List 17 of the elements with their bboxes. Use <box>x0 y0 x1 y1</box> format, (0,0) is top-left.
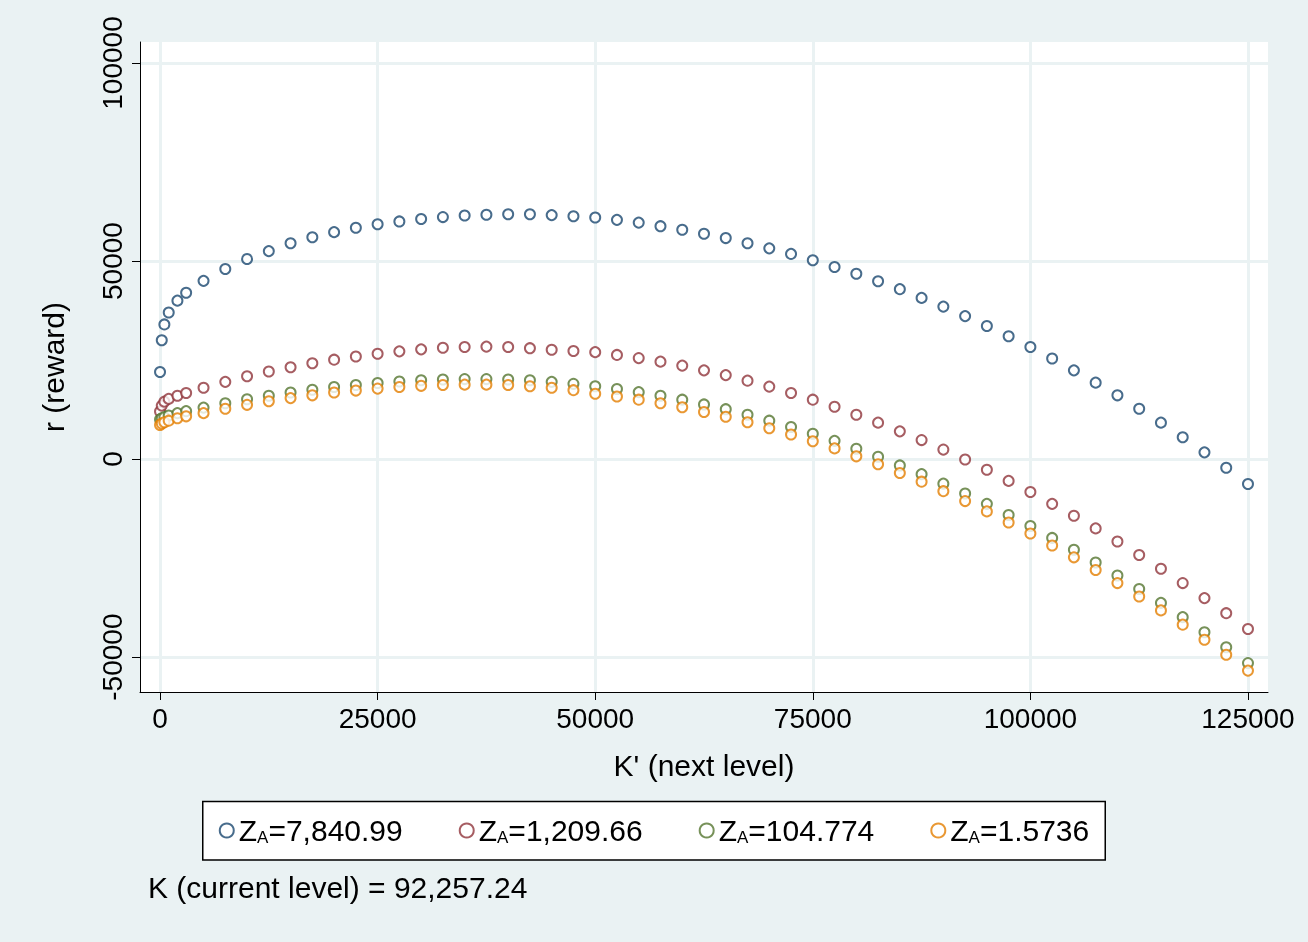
y-tick-label: 100000 <box>96 16 128 110</box>
text: K (current level) = 92,257.24 <box>148 870 528 904</box>
x-tick-label: 100000 <box>983 702 1078 734</box>
x-tick-label: 75000 <box>773 702 852 734</box>
y-tick-label: -50000 <box>96 613 128 701</box>
legend-label: ZA=1,209.66 <box>478 814 643 847</box>
y-axis-title: r (reward) <box>36 301 70 433</box>
x-tick-label: 125000 <box>1201 702 1295 734</box>
x-tick-label: 25000 <box>338 702 417 734</box>
legend-label: ZA=1.5736 <box>950 814 1090 847</box>
y-tick-label: 0 <box>96 451 128 467</box>
x-tick-label: 50000 <box>556 702 635 734</box>
legend-label: ZA=104.774 <box>718 814 875 847</box>
legend-label: ZA=7,840.99 <box>238 814 403 847</box>
y-tick-label: 50000 <box>96 222 128 300</box>
x-tick-label: 0 <box>152 702 168 734</box>
x-axis-title: K' (next level) <box>613 748 795 782</box>
